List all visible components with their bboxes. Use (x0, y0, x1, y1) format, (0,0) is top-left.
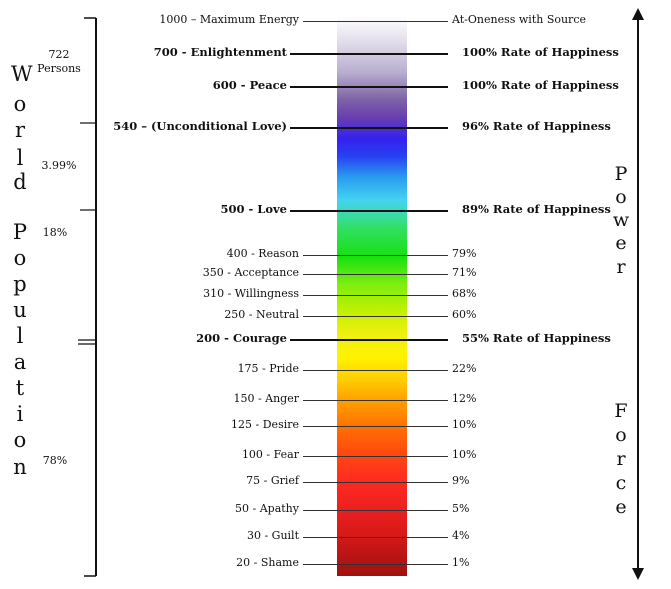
force-letter: F (614, 400, 628, 422)
level-description: At-Oneness with Source (452, 13, 586, 26)
level-line (290, 53, 448, 55)
level-line (303, 316, 448, 317)
population-bracket (78, 17, 97, 577)
level-label: 20 - Shame (236, 556, 299, 569)
power-letter: o (615, 186, 627, 208)
world-population-letter: p (13, 272, 27, 296)
level-line (290, 210, 448, 212)
level-line (303, 510, 448, 511)
level-label: 100 - Fear (241, 448, 299, 461)
level-description: 1% (452, 556, 470, 569)
world-population-letter: o (13, 428, 27, 452)
level-description: 89% Rate of Happiness (462, 202, 611, 216)
level-description: 10% (452, 448, 477, 461)
level-description: 71% (452, 266, 477, 279)
level-line (303, 564, 448, 565)
level-description: 9% (452, 474, 470, 487)
level-label: 200 - Courage (196, 331, 287, 345)
level-description: 96% Rate of Happiness (462, 119, 611, 133)
level-label: 310 - Willingness (203, 287, 299, 300)
level-description: 5% (452, 502, 470, 515)
world-population-letter: i (16, 402, 24, 426)
level-description: 22% (452, 362, 477, 375)
level-description: 60% (452, 308, 477, 321)
force-letter: r (616, 448, 626, 470)
force-letter: e (615, 496, 627, 518)
world-population-letter: u (13, 298, 27, 322)
segment-label-second: 3.99% (41, 159, 77, 172)
level-line (303, 370, 448, 371)
world-population-letter: W (11, 62, 33, 86)
power-force-arrow (632, 8, 644, 580)
level-label: 125 - Desire (231, 418, 299, 431)
level-description: 4% (452, 529, 470, 542)
level-line (303, 456, 448, 457)
level-description: 68% (452, 287, 477, 300)
level-line (290, 127, 448, 129)
level-description: 100% Rate of Happiness (462, 78, 619, 92)
level-label: 175 - Pride (237, 362, 299, 375)
level-line (303, 537, 448, 538)
world-population-letter: n (13, 455, 27, 479)
level-label: 30 - Guilt (246, 529, 299, 542)
power-letter: e (615, 232, 627, 254)
segment-label-third: 18% (42, 226, 68, 239)
level-line (303, 255, 448, 256)
force-letter: o (615, 424, 627, 446)
world-population-letter: r (14, 118, 26, 142)
level-line (303, 482, 448, 483)
level-label: 500 - Love (220, 202, 287, 216)
level-label: 400 - Reason (226, 247, 299, 260)
level-description: 10% (452, 418, 477, 431)
arrow-up-head (632, 8, 644, 20)
world-population-letter: o (13, 246, 27, 270)
level-line (303, 274, 448, 275)
level-line (303, 295, 448, 296)
level-description: 100% Rate of Happiness (462, 45, 619, 59)
level-label: 250 - Neutral (224, 308, 299, 321)
level-line (303, 400, 448, 401)
level-label: 150 - Anger (233, 392, 299, 405)
level-line (290, 339, 448, 341)
level-label: 75 - Grief (246, 474, 299, 487)
level-line (303, 21, 448, 22)
level-label: 50 - Apathy (235, 502, 299, 515)
level-label: 700 - Enlightenment (153, 45, 287, 59)
world-population-letter: l (16, 146, 24, 170)
world-population-letter: a (13, 350, 27, 374)
consciousness-spectrum-bar (337, 16, 407, 576)
world-population-letter: P (12, 220, 28, 244)
arrow-down-head (632, 568, 644, 580)
level-label: 1000 – Maximum Energy (159, 13, 299, 26)
segment-label-top: 722 Persons (37, 48, 81, 75)
level-label: 600 - Peace (212, 78, 287, 92)
segment-label-bottom: 78% (42, 454, 68, 467)
level-description: 12% (452, 392, 477, 405)
world-population-letter: d (13, 170, 27, 194)
level-line (290, 86, 448, 88)
level-label: 350 - Acceptance (202, 266, 299, 279)
level-label: 540 – (Unconditional Love) (113, 119, 287, 133)
level-description: 79% (452, 247, 477, 260)
world-population-letter: o (13, 92, 27, 116)
level-line (303, 426, 448, 427)
power-letter: r (616, 256, 626, 278)
power-letter: w (612, 209, 630, 231)
force-letter: c (615, 472, 627, 494)
world-population-letter: l (16, 324, 24, 348)
level-description: 55% Rate of Happiness (462, 331, 611, 345)
world-population-letter: t (15, 376, 25, 400)
power-letter: P (614, 163, 628, 185)
